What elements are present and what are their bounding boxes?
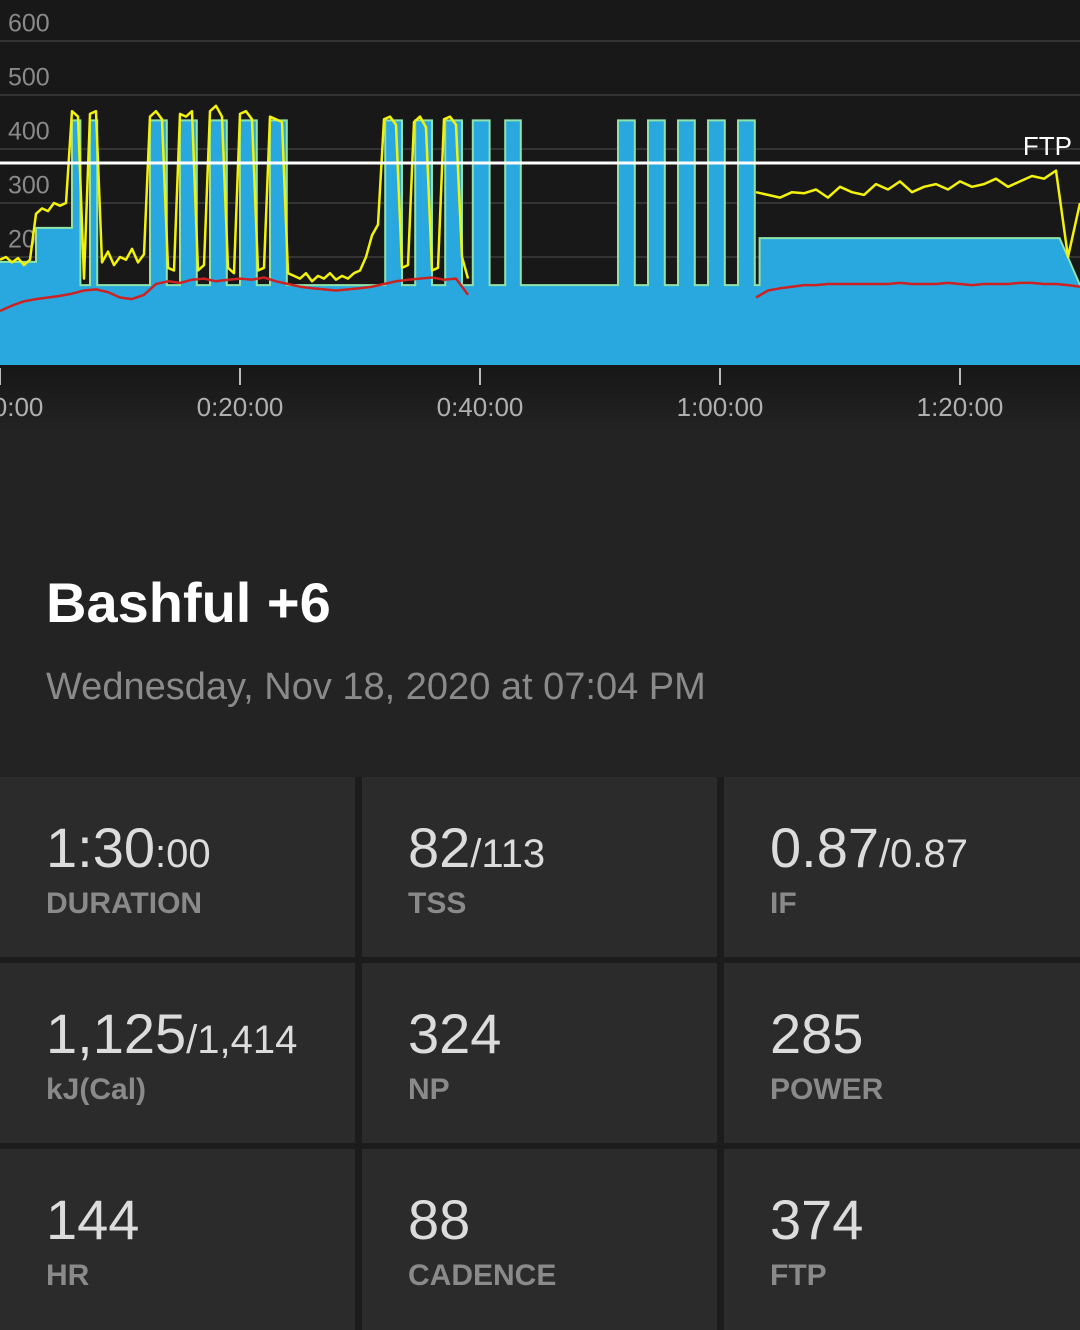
stat-value: 324	[408, 1002, 502, 1065]
x-tick-label: 0:00:00	[0, 392, 43, 422]
axis-background	[0, 365, 1080, 430]
y-tick-label: 600	[8, 10, 50, 38]
stat-card: 88 CADENCE	[362, 1149, 717, 1330]
series-line	[755, 281, 1080, 299]
stat-value-group: 1,125/1,414	[46, 1001, 297, 1066]
chart: 2003004005006000:00:000:20:000:40:001:00…	[0, 0, 1080, 430]
stat-label: IF	[770, 887, 797, 920]
stat-card: 324 NP	[362, 963, 717, 1143]
workout-title: Bashful +6	[46, 571, 331, 634]
y-tick-label: 400	[8, 118, 50, 146]
series-line	[0, 104, 470, 283]
x-tick-label: 0:20:00	[197, 392, 284, 422]
stat-label: HR	[46, 1259, 90, 1292]
stat-value-group: 144	[46, 1187, 139, 1252]
stat-card: 0.87/0.87 IF	[724, 777, 1080, 957]
stat-value: 1,125	[46, 1002, 187, 1065]
stat-sub-value: /1,414	[186, 1018, 298, 1062]
stat-sub-value: /0.87	[879, 832, 968, 876]
stat-card: 285 POWER	[724, 963, 1080, 1143]
y-tick-label: 300	[8, 172, 50, 200]
stat-value: 82	[408, 816, 471, 879]
stat-value-group: 0.87/0.87	[770, 815, 968, 880]
stat-value-group: 324	[408, 1001, 501, 1066]
stat-card: 1:30:00 DURATION	[0, 777, 355, 957]
stat-card: 1,125/1,414 kJ(Cal)	[0, 963, 355, 1143]
stat-card: 144 HR	[0, 1149, 355, 1330]
y-tick-label: 500	[8, 64, 50, 92]
stat-value: 0.87	[770, 816, 879, 879]
series-line	[0, 276, 470, 313]
stat-value: 1:30	[46, 816, 155, 879]
stat-sub-value: :00	[155, 832, 211, 876]
stat-value-group: 374	[770, 1187, 863, 1252]
stat-label: POWER	[770, 1073, 884, 1106]
stat-label: NP	[408, 1073, 450, 1106]
stat-value-group: 1:30:00	[46, 815, 211, 880]
x-tick-label: 1:00:00	[677, 392, 764, 422]
workout-date: Wednesday, Nov 18, 2020 at 07:04 PM	[46, 666, 706, 708]
stat-value: 88	[408, 1188, 471, 1251]
stat-label: DURATION	[46, 887, 203, 920]
x-tick-label: 0:40:00	[437, 392, 524, 422]
stat-value: 144	[46, 1188, 140, 1251]
ftp-label: FTP	[1023, 131, 1072, 161]
stat-label: kJ(Cal)	[46, 1073, 147, 1106]
stat-value: 374	[770, 1188, 864, 1251]
stat-value-group: 82/113	[408, 815, 545, 880]
stat-label: FTP	[770, 1259, 827, 1292]
stat-value-group: 88	[408, 1187, 470, 1252]
stat-label: CADENCE	[408, 1259, 557, 1292]
x-tick-label: 1:20:00	[917, 392, 1004, 422]
stat-label: TSS	[408, 887, 467, 920]
stat-value-group: 285	[770, 1001, 863, 1066]
stat-value: 285	[770, 1002, 864, 1065]
stat-card: 82/113 TSS	[362, 777, 717, 957]
series-line	[755, 169, 1080, 259]
stats-grid: 1:30:00 DURATION 82/113 TSS 0.87/0.87 IF 1,125…	[0, 777, 1080, 1330]
stat-sub-value: /113	[470, 832, 546, 876]
stat-card: 374 FTP	[724, 1149, 1080, 1330]
target-outline	[0, 119, 1080, 287]
